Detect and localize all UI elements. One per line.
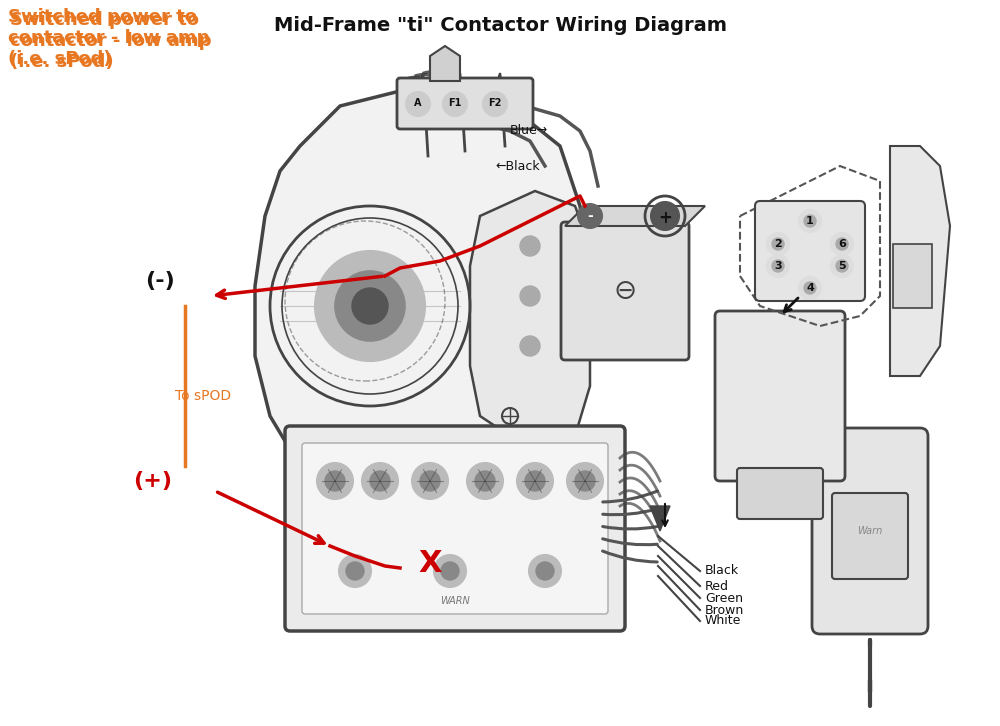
Circle shape xyxy=(831,233,853,255)
Circle shape xyxy=(804,282,816,294)
Circle shape xyxy=(467,463,503,499)
Circle shape xyxy=(799,277,821,299)
Text: WARN: WARN xyxy=(440,596,470,606)
Text: 6: 6 xyxy=(838,239,846,249)
FancyBboxPatch shape xyxy=(561,222,689,360)
Text: 1: 1 xyxy=(806,216,814,226)
FancyBboxPatch shape xyxy=(397,78,533,129)
Circle shape xyxy=(339,555,371,587)
Circle shape xyxy=(804,215,816,227)
Circle shape xyxy=(575,471,595,491)
Text: (-): (-) xyxy=(145,271,175,291)
Circle shape xyxy=(536,562,554,580)
Text: Green: Green xyxy=(705,592,743,605)
Circle shape xyxy=(420,471,440,491)
Text: Blue→: Blue→ xyxy=(510,124,548,137)
FancyBboxPatch shape xyxy=(715,311,845,481)
Circle shape xyxy=(799,210,821,232)
Circle shape xyxy=(767,255,789,277)
Circle shape xyxy=(772,238,784,250)
Circle shape xyxy=(335,271,405,341)
Circle shape xyxy=(441,562,459,580)
Text: X: X xyxy=(418,550,442,579)
Text: -: - xyxy=(587,209,593,223)
Text: +: + xyxy=(658,209,672,227)
Circle shape xyxy=(772,260,784,272)
Text: 2: 2 xyxy=(774,239,782,249)
Circle shape xyxy=(520,286,540,306)
FancyBboxPatch shape xyxy=(893,244,932,308)
FancyBboxPatch shape xyxy=(737,468,823,519)
Circle shape xyxy=(578,204,602,228)
Circle shape xyxy=(520,236,540,256)
Polygon shape xyxy=(255,86,590,511)
Text: Switched power to
contactor - low amp
(i.e. sPod): Switched power to contactor - low amp (i… xyxy=(10,11,212,70)
Polygon shape xyxy=(430,46,460,81)
Circle shape xyxy=(517,463,553,499)
Circle shape xyxy=(362,463,398,499)
Circle shape xyxy=(406,92,430,116)
Text: Brown: Brown xyxy=(705,603,744,616)
Circle shape xyxy=(836,238,848,250)
Circle shape xyxy=(434,555,466,587)
Text: (+): (+) xyxy=(133,471,172,491)
Polygon shape xyxy=(890,146,950,376)
Circle shape xyxy=(352,288,388,324)
Text: To sPOD: To sPOD xyxy=(175,389,231,403)
Polygon shape xyxy=(650,506,670,531)
Circle shape xyxy=(443,92,467,116)
Circle shape xyxy=(831,255,853,277)
FancyBboxPatch shape xyxy=(302,443,608,614)
Text: A: A xyxy=(414,98,422,108)
Circle shape xyxy=(315,251,425,361)
Text: ⊖: ⊖ xyxy=(613,277,637,305)
Circle shape xyxy=(525,471,545,491)
Text: F2: F2 xyxy=(488,98,502,108)
Text: 3: 3 xyxy=(774,261,782,271)
Polygon shape xyxy=(565,206,705,226)
Circle shape xyxy=(370,471,390,491)
Text: Mid-Frame "ti" Contactor Wiring Diagram: Mid-Frame "ti" Contactor Wiring Diagram xyxy=(274,16,726,35)
FancyBboxPatch shape xyxy=(285,426,625,631)
Circle shape xyxy=(567,463,603,499)
Circle shape xyxy=(475,471,495,491)
Circle shape xyxy=(836,260,848,272)
Text: Switched power to
contactor - low amp
(i.e. sPod): Switched power to contactor - low amp (i… xyxy=(8,8,210,68)
Circle shape xyxy=(767,233,789,255)
Text: White: White xyxy=(705,614,741,627)
FancyBboxPatch shape xyxy=(812,428,928,634)
Text: 4: 4 xyxy=(806,283,814,293)
Circle shape xyxy=(317,463,353,499)
Polygon shape xyxy=(470,191,590,456)
Text: Black: Black xyxy=(705,565,739,577)
Circle shape xyxy=(325,471,345,491)
FancyBboxPatch shape xyxy=(755,201,865,301)
Text: 5: 5 xyxy=(838,261,846,271)
Circle shape xyxy=(412,463,448,499)
FancyBboxPatch shape xyxy=(832,493,908,579)
Circle shape xyxy=(483,92,507,116)
Text: Red: Red xyxy=(705,579,729,592)
Circle shape xyxy=(520,336,540,356)
Text: F1: F1 xyxy=(448,98,462,108)
Text: Warn: Warn xyxy=(857,526,883,536)
Circle shape xyxy=(529,555,561,587)
Circle shape xyxy=(651,202,679,230)
Text: ←Black: ←Black xyxy=(495,160,540,173)
Circle shape xyxy=(346,562,364,580)
